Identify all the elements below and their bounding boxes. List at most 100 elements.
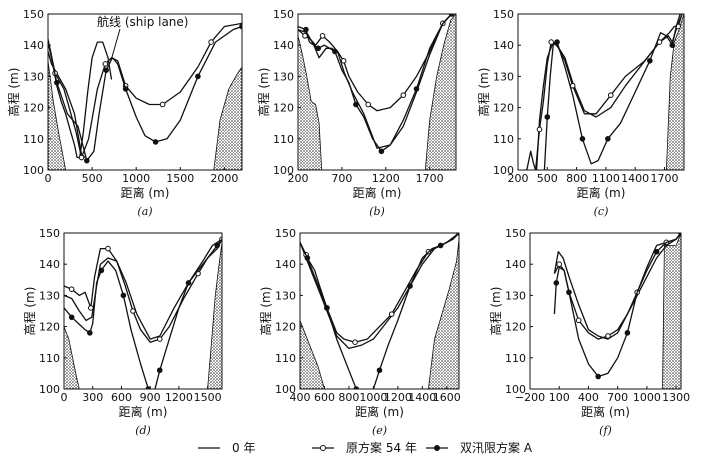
chart-panel-f: −200 100 400 700 1000 1300100110120130140150距… [488, 227, 690, 437]
x-tick-label: 600 [314, 391, 335, 404]
plot-area [48, 22, 242, 170]
series-marker [624, 330, 631, 336]
panel-label: (a) [137, 205, 152, 218]
series-marker [448, 14, 455, 17]
y-axis-label: 高程 (m) [6, 68, 21, 117]
x-tick-label: 200 [288, 172, 309, 185]
plot-area [298, 14, 456, 170]
axes-frame [299, 232, 460, 390]
series-line [48, 22, 242, 159]
x-tick-label: 1000 [633, 391, 661, 404]
y-tick-label: 120 [23, 102, 44, 115]
x-tick-label: 1000 [359, 391, 387, 404]
riverbank-hatch [424, 14, 456, 170]
series-marker [554, 39, 560, 45]
riverbank-hatch [207, 242, 222, 389]
series-marker [159, 101, 166, 108]
series-marker [98, 267, 105, 274]
series-marker [105, 245, 111, 252]
series-line [48, 25, 242, 162]
series-marker [575, 317, 582, 324]
x-tick-label: 1300 [662, 391, 690, 404]
legend-marker-2 [434, 445, 440, 451]
y-tick-label: 130 [39, 289, 60, 302]
x-axis-label: 距离 (m) [355, 404, 404, 419]
y-tick-label: 140 [273, 39, 294, 52]
y-tick-label: 130 [273, 70, 294, 83]
series-line [372, 233, 459, 389]
riverbank-hatch [213, 66, 242, 170]
series-line [534, 14, 683, 170]
series-marker [365, 101, 372, 108]
y-tick-label: 100 [273, 164, 294, 177]
x-tick-label: 1000 [122, 172, 150, 185]
y-axis-label: 高程 (m) [258, 287, 273, 336]
y-tick-label: 150 [23, 8, 44, 21]
series-marker [353, 386, 360, 389]
x-tick-label: 500 [82, 172, 103, 185]
series-line [553, 233, 681, 340]
series-marker [84, 157, 90, 164]
riverbank-hatch [298, 35, 323, 170]
series-marker [315, 45, 321, 52]
panel-label: (b) [369, 205, 385, 218]
chart-panel-b: 200 700 1200 1700 100 110 120 130 140 150 距离 (m) 高程… [256, 8, 457, 218]
x-tick-label: 1700 [416, 172, 444, 185]
y-tick-label: 140 [493, 39, 514, 52]
series-marker [544, 114, 551, 120]
panel-label: (c) [594, 205, 609, 218]
x-axis-label: 距离 (m) [353, 185, 402, 200]
y-tick-label: 120 [273, 102, 294, 115]
series-marker [319, 33, 326, 39]
y-tick-label: 120 [39, 321, 60, 334]
y-tick-label: 140 [505, 258, 526, 271]
x-axis-label: 距离 (m) [581, 404, 630, 419]
x-tick-label: 100 [549, 391, 570, 404]
plot-area [553, 233, 681, 389]
series-line [64, 238, 222, 340]
legend: 0 年 原方案 54 年 双汛限方案 A [198, 440, 533, 455]
series-marker [145, 386, 152, 389]
x-tick-label: 1200 [372, 172, 400, 185]
series-marker [595, 373, 601, 380]
axes-frame [517, 13, 685, 171]
riverbank-hatch [48, 60, 67, 170]
series-marker [130, 308, 136, 314]
y-tick-label: 110 [273, 133, 294, 146]
series-line [535, 14, 683, 170]
riverbank-hatch [64, 326, 80, 389]
y-tick-label: 150 [275, 227, 296, 240]
x-tick-label: 1400 [621, 172, 649, 185]
series-marker [413, 86, 420, 92]
riverbank-hatch [665, 14, 684, 170]
y-tick-label: 120 [505, 321, 526, 334]
series-marker [678, 233, 681, 236]
x-tick-label: 0 [45, 172, 52, 185]
plot-area [300, 233, 459, 389]
x-tick-label: 1500 [194, 391, 222, 404]
y-tick-label: 100 [39, 383, 60, 396]
x-tick-label: 0 [61, 391, 68, 404]
series-line [543, 14, 681, 170]
y-tick-label: 130 [23, 70, 44, 83]
legend-marker-1 [320, 445, 326, 451]
ship-lane-label: 航线 (ship lane) [97, 14, 188, 29]
series-marker [78, 154, 85, 161]
legend-label-1: 原方案 54 年 [346, 440, 417, 455]
series-marker [605, 136, 611, 142]
x-tick-label: 500 [537, 172, 558, 185]
series-marker [103, 67, 109, 73]
series-marker [88, 305, 94, 311]
series-marker [352, 339, 358, 346]
x-tick-label: 1100 [592, 172, 620, 185]
y-axis-label: 高程 (m) [476, 68, 491, 117]
x-axis-label: 距离 (m) [577, 185, 626, 200]
y-tick-label: 150 [493, 8, 514, 21]
series-marker [376, 367, 383, 374]
x-tick-label: 400 [578, 391, 599, 404]
series-marker [378, 148, 385, 155]
riverbank-hatch [662, 233, 681, 389]
legend-label-0: 0 年 [232, 441, 255, 455]
